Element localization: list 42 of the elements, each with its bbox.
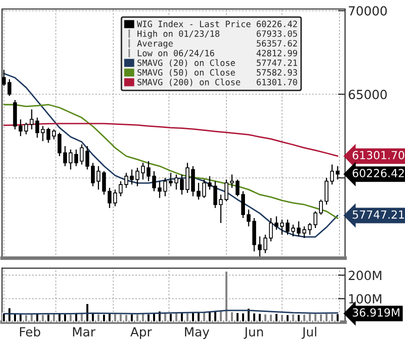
x-tick-label: Feb <box>20 326 40 337</box>
candlestick <box>296 220 301 237</box>
candlestick <box>40 125 45 142</box>
x-tick-label: Apr <box>130 327 152 339</box>
candlestick <box>308 222 312 236</box>
x-tick-label: Jun <box>244 327 263 339</box>
y-tick-label: 200M <box>348 270 382 280</box>
legend-label: SMAVG (200) on Close 61301.70 <box>138 78 298 86</box>
candlestick <box>35 117 40 138</box>
y-tick-label: 65000 <box>348 90 387 100</box>
y-tick-label: 100M <box>349 294 382 304</box>
annotation: 57747.21 <box>352 210 404 219</box>
candlestick <box>85 146 90 170</box>
candlestick <box>130 168 134 186</box>
candlestick <box>213 180 218 209</box>
candlestick <box>118 180 123 197</box>
annotation: 36.919M <box>352 308 400 317</box>
x-tick-label: Jul <box>302 326 316 339</box>
candlestick <box>174 174 178 190</box>
legend-label: SMAVG (50) on Close 57582.93 <box>138 68 298 77</box>
annotation: 61301.70 <box>352 150 404 160</box>
annotation: Low on 06/24/16 42812.99 <box>138 50 298 58</box>
candlestick <box>74 148 78 167</box>
legend-label: WIG Index - Last Price 60226.42 <box>136 20 297 28</box>
candlestick <box>30 108 34 130</box>
candlestick <box>124 172 128 188</box>
y-tick-label: 70000 <box>348 6 387 16</box>
legend-label: SMAVG (20) on Close 57747.21 <box>138 59 298 68</box>
candlestick <box>218 194 223 224</box>
candlestick <box>163 177 168 197</box>
candlestick <box>168 172 173 187</box>
annotation: Average 56357.62 <box>137 40 297 48</box>
candlestick <box>208 176 212 190</box>
x-tick-label: Mar <box>73 327 96 337</box>
candlestick <box>252 217 256 252</box>
candlestick <box>258 236 262 257</box>
candlestick <box>80 144 84 166</box>
annotation: 60226.42 <box>352 168 404 178</box>
annotation: High on 01/23/18 67933.05 <box>138 30 297 39</box>
candlestick <box>302 226 306 239</box>
candlestick <box>263 234 268 254</box>
x-tick-label: May <box>185 327 210 339</box>
